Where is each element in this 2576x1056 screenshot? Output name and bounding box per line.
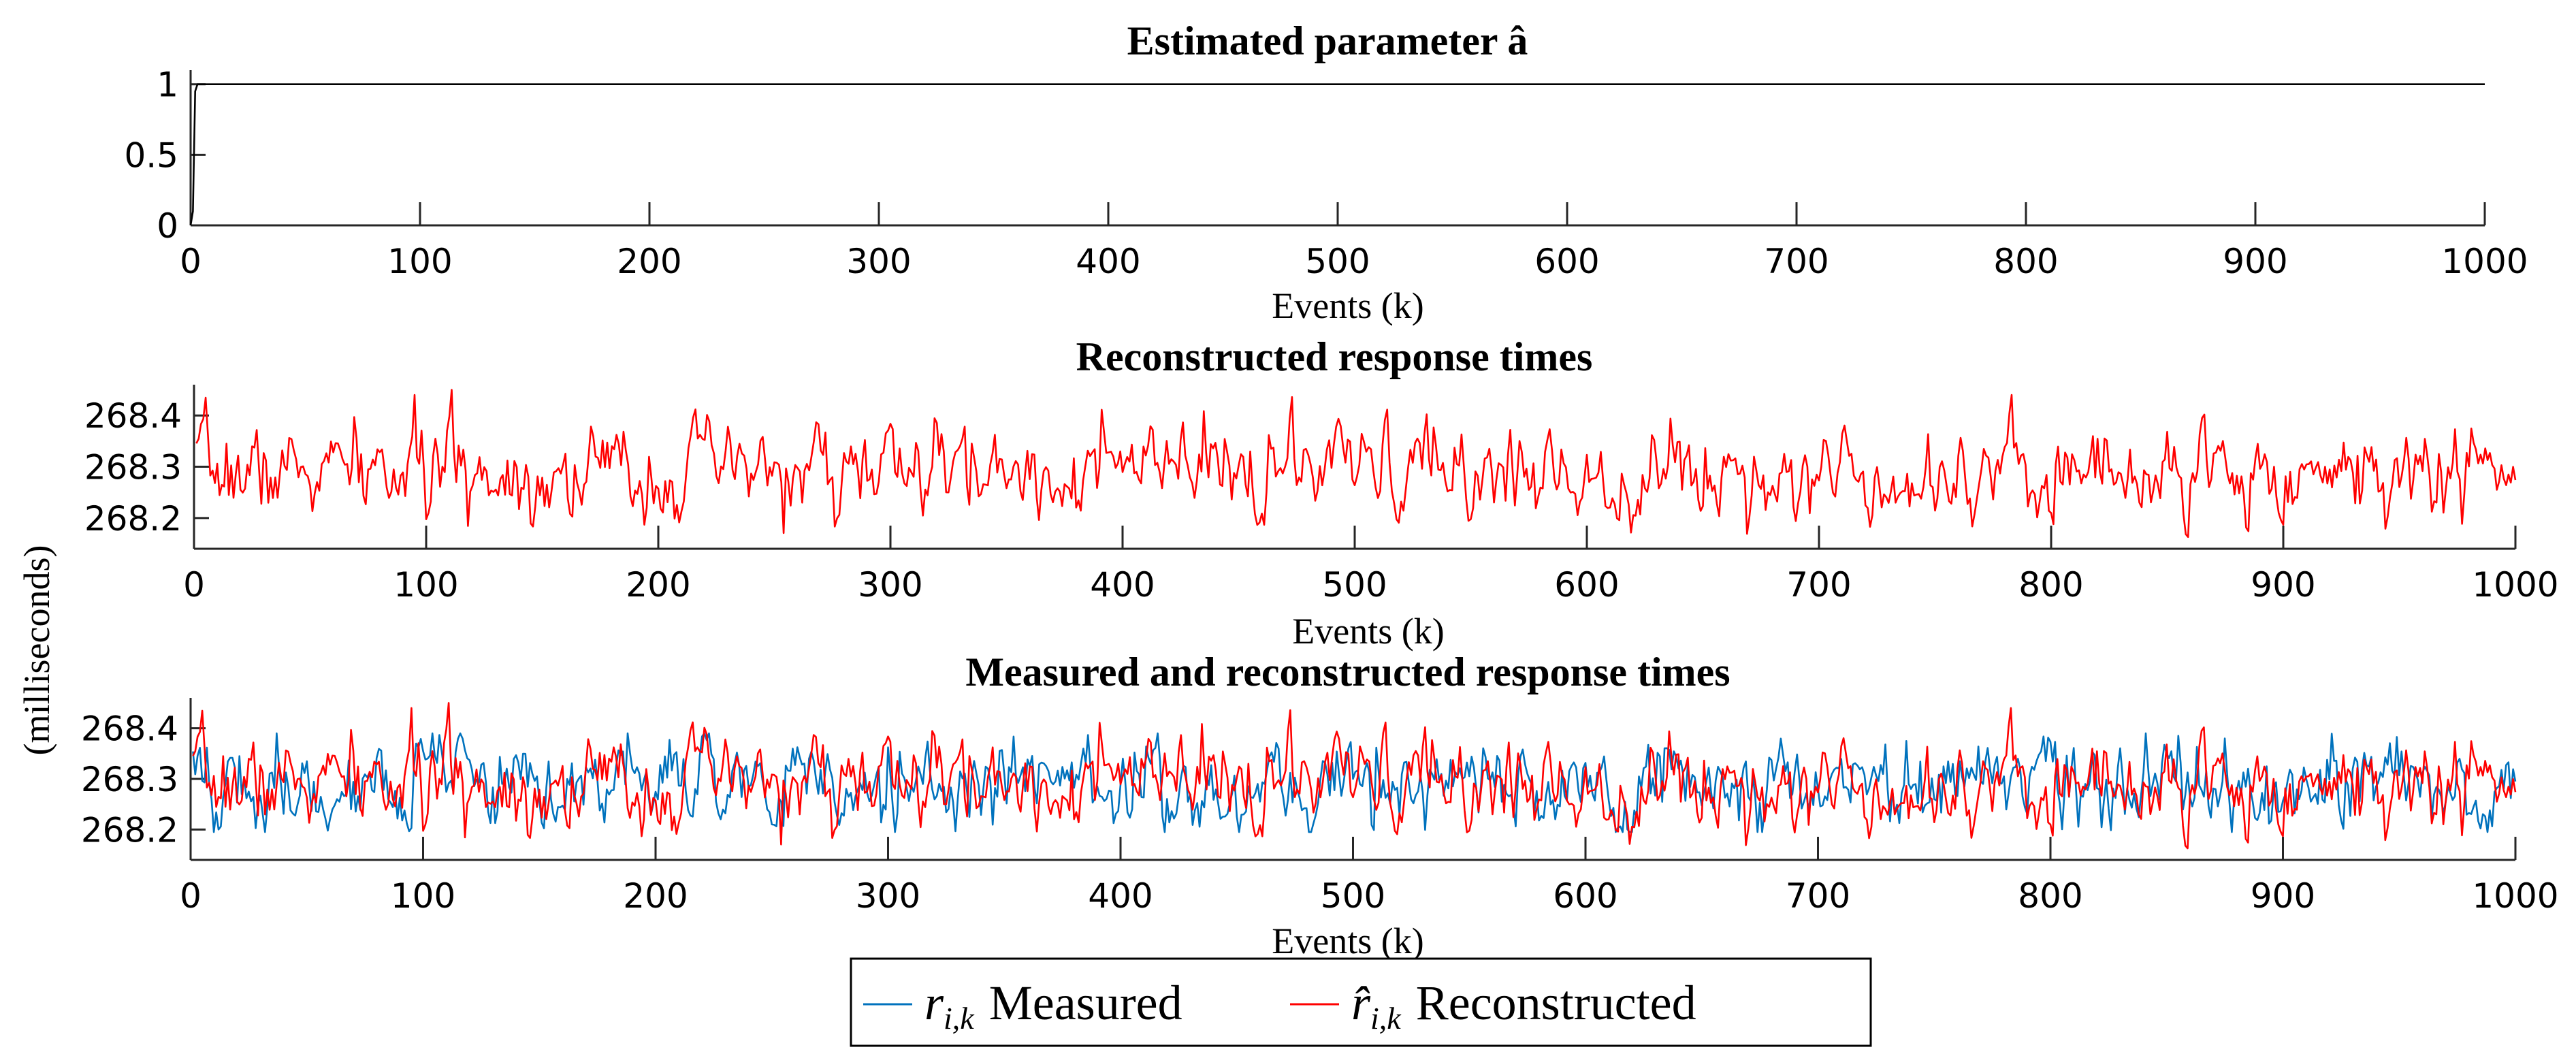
x-tick-label: 900 bbox=[2251, 565, 2315, 605]
x-tick-label: 1000 bbox=[2472, 565, 2558, 605]
y-tick-label: 0.5 bbox=[124, 135, 178, 175]
x-tick-label: 200 bbox=[623, 876, 688, 916]
x-tick-label: 300 bbox=[858, 565, 922, 605]
series-line-reconstructed bbox=[192, 702, 2517, 850]
x-tick-label: 600 bbox=[1553, 876, 1617, 916]
panel-title: Reconstructed response times bbox=[1076, 334, 1593, 379]
x-tick-label: 900 bbox=[2223, 242, 2287, 281]
x-tick-label: 500 bbox=[1305, 242, 1370, 281]
x-tick-label: 400 bbox=[1090, 565, 1155, 605]
x-tick-label: 1000 bbox=[2472, 876, 2558, 916]
legend-label: Measured bbox=[989, 976, 1182, 1030]
x-tick-label: 700 bbox=[1786, 876, 1850, 916]
y-tick-label: 268.3 bbox=[84, 448, 182, 487]
legend-subscript: i,k bbox=[1370, 1001, 1402, 1036]
y-tick-label: 268.2 bbox=[81, 810, 178, 850]
legend-label: Reconstructed bbox=[1416, 976, 1696, 1030]
series-line-measured bbox=[192, 732, 2517, 833]
x-tick-label: 0 bbox=[180, 242, 202, 281]
x-tick-label: 100 bbox=[393, 565, 458, 605]
x-tick-label: 400 bbox=[1088, 876, 1153, 916]
x-tick-label: 800 bbox=[2018, 876, 2082, 916]
x-tick-label: 500 bbox=[1322, 565, 1387, 605]
plot-area: 0 100 200 300 400 500 600 700 800 900 1000 268.2 268… bbox=[84, 385, 2559, 605]
legend-symbol: r bbox=[924, 976, 944, 1030]
x-tick-label: 0 bbox=[180, 876, 202, 916]
legend-entry-reconstructed: r̂i,k Reconstructed bbox=[1351, 976, 1696, 1036]
legend-box bbox=[850, 957, 1872, 1047]
x-tick-label: 700 bbox=[1786, 565, 1851, 605]
legend-symbol: r̂ bbox=[1351, 976, 1371, 1030]
shared-y-axis-label: (milliseconds) bbox=[16, 545, 57, 756]
x-tick-label: 100 bbox=[391, 876, 455, 916]
series-line-a-hat bbox=[189, 83, 2485, 226]
x-tick-label: 800 bbox=[1993, 242, 2058, 281]
y-tick-label: 1 bbox=[157, 65, 178, 105]
plot-area: 0 100 200 300 400 500 600 700 800 900 1000 0 0.5 1 bbox=[124, 65, 2528, 281]
x-tick-label: 600 bbox=[1554, 565, 1619, 605]
panel-title: Estimated parameter â bbox=[1127, 18, 1528, 63]
y-tick-label: 268.3 bbox=[81, 760, 178, 799]
legend-entry-measured: ri,k Measured bbox=[924, 976, 1182, 1036]
x-tick-label: 300 bbox=[856, 876, 920, 916]
x-tick-label: 0 bbox=[183, 565, 205, 605]
plot-area: 0 100 200 300 400 500 600 700 800 900 1000 268.2 268… bbox=[81, 698, 2559, 916]
y-tick-label: 0 bbox=[157, 206, 178, 246]
y-tick-label: 268.4 bbox=[84, 396, 182, 436]
x-tick-label: 600 bbox=[1534, 242, 1599, 281]
legend-subscript: i,k bbox=[944, 1001, 975, 1036]
x-tick-label: 300 bbox=[846, 242, 911, 281]
y-tick-label: 268.2 bbox=[84, 499, 182, 539]
panel-reconstructed: Reconstructed response times 0 100 200 300 4… bbox=[84, 334, 2559, 652]
panel-estimated-parameter: Estimated parameter â 0 100 200 300 400 500 60… bbox=[124, 18, 2528, 326]
x-axis-label: Events (k) bbox=[1272, 921, 1423, 961]
x-axis-label: Events (k) bbox=[1292, 611, 1444, 652]
x-tick-label: 800 bbox=[2018, 565, 2083, 605]
x-tick-label: 700 bbox=[1764, 242, 1829, 281]
x-tick-label: 900 bbox=[2251, 876, 2315, 916]
series-line-reconstructed bbox=[195, 389, 2517, 539]
panel-title: Measured and reconstructed response time… bbox=[965, 650, 1730, 694]
x-axis-label: Events (k) bbox=[1272, 285, 1423, 326]
y-tick-label: 268.4 bbox=[81, 709, 178, 749]
panel-measured-and-reconstructed: Measured and reconstructed response time… bbox=[81, 650, 2559, 961]
x-tick-label: 100 bbox=[387, 242, 452, 281]
x-tick-label: 200 bbox=[626, 565, 690, 605]
x-tick-label: 200 bbox=[617, 242, 681, 281]
x-tick-label: 500 bbox=[1321, 876, 1385, 916]
x-tick-label: 400 bbox=[1076, 242, 1140, 281]
legend: ri,k Measured r̂i,k Reconstructed bbox=[850, 957, 1872, 1047]
x-tick-label: 1000 bbox=[2441, 242, 2528, 281]
